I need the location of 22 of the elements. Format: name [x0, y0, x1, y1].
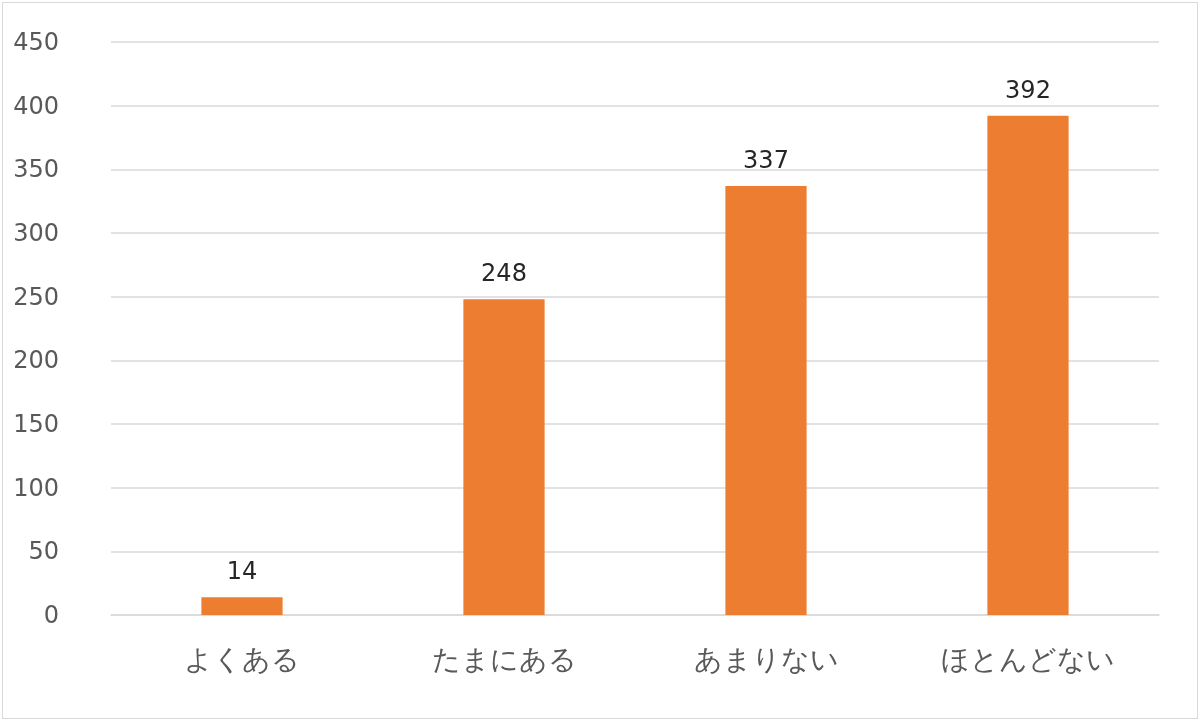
- y-tick-label: 100: [13, 473, 59, 502]
- bar: [201, 597, 283, 615]
- data-label: 14: [226, 557, 258, 586]
- bar: [725, 185, 807, 615]
- data-label: 392: [1005, 75, 1051, 104]
- x-tick-label: ほとんどない: [941, 642, 1115, 676]
- y-tick-label: 400: [13, 91, 59, 120]
- x-tick-label: あまりない: [693, 642, 839, 676]
- y-tick-label: 0: [43, 601, 59, 629]
- y-tick-label: 200: [13, 346, 59, 375]
- y-tick-label: 300: [13, 219, 59, 247]
- y-tick-label: 450: [13, 28, 59, 56]
- y-tick-label: 150: [13, 410, 59, 438]
- bar: [463, 299, 545, 615]
- data-label: 248: [481, 259, 527, 288]
- x-tick-label: よくある: [184, 642, 300, 676]
- y-tick-label: 350: [13, 155, 59, 184]
- data-label: 337: [743, 145, 789, 174]
- bar: [987, 115, 1069, 615]
- y-tick-label: 250: [13, 282, 59, 311]
- x-tick-label: たまにある: [431, 642, 577, 676]
- y-tick-label: 50: [28, 537, 59, 566]
